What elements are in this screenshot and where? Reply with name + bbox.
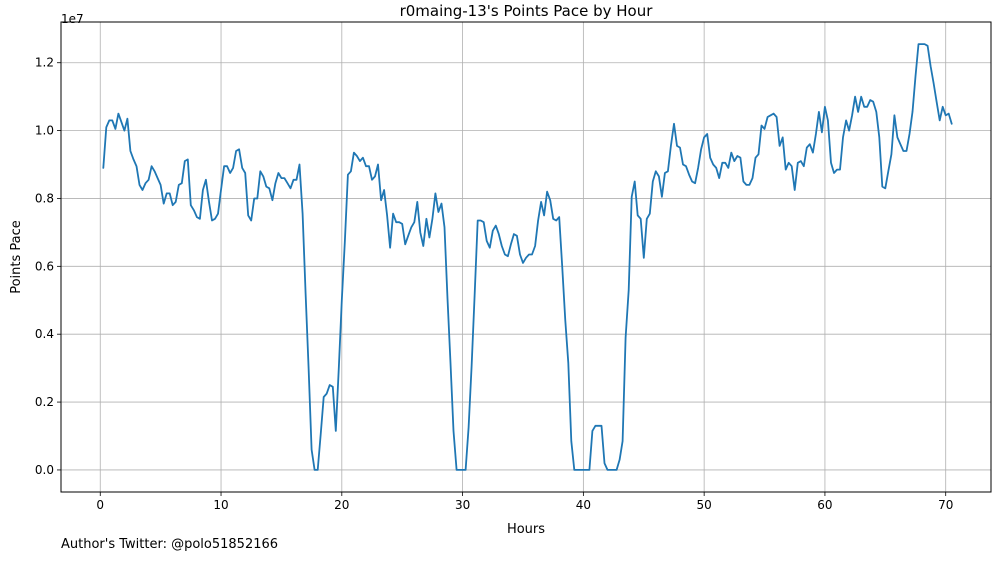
x-tick-label: 30 bbox=[455, 498, 470, 512]
y-tick-label: 0.2 bbox=[35, 395, 54, 409]
x-axis-ticks: 0 10 20 30 40 50 60 70 bbox=[96, 492, 953, 512]
x-axis-label: Hours bbox=[507, 522, 545, 537]
x-tick-label: 70 bbox=[938, 498, 953, 512]
chart-title: r0maing-13's Points Pace by Hour bbox=[400, 2, 654, 20]
x-tick-label: 50 bbox=[697, 498, 712, 512]
y-tick-label: 1.0 bbox=[35, 124, 54, 138]
x-tick-label: 0 bbox=[96, 498, 104, 512]
y-tick-label: 0.4 bbox=[35, 327, 54, 341]
series-line bbox=[102, 43, 953, 471]
y-tick-label: 0.6 bbox=[35, 259, 54, 273]
y-tick-label: 0.8 bbox=[35, 191, 54, 205]
author-credit: Author's Twitter: @polo51852166 bbox=[61, 537, 279, 552]
y-axis-offset-label: 1e7 bbox=[61, 12, 84, 26]
x-tick-label: 60 bbox=[817, 498, 832, 512]
y-tick-label: 0.0 bbox=[35, 463, 54, 477]
x-tick-label: 10 bbox=[213, 498, 228, 512]
grid-lines bbox=[61, 22, 991, 492]
axes-frame bbox=[60, 21, 992, 493]
x-tick-label: 40 bbox=[576, 498, 591, 512]
y-tick-label: 1.2 bbox=[35, 56, 54, 70]
x-tick-label: 20 bbox=[334, 498, 349, 512]
y-axis-ticks: 0.0 0.2 0.4 0.6 0.8 1.0 1.2 bbox=[35, 56, 61, 477]
y-axis-label: Points Pace bbox=[9, 220, 24, 294]
